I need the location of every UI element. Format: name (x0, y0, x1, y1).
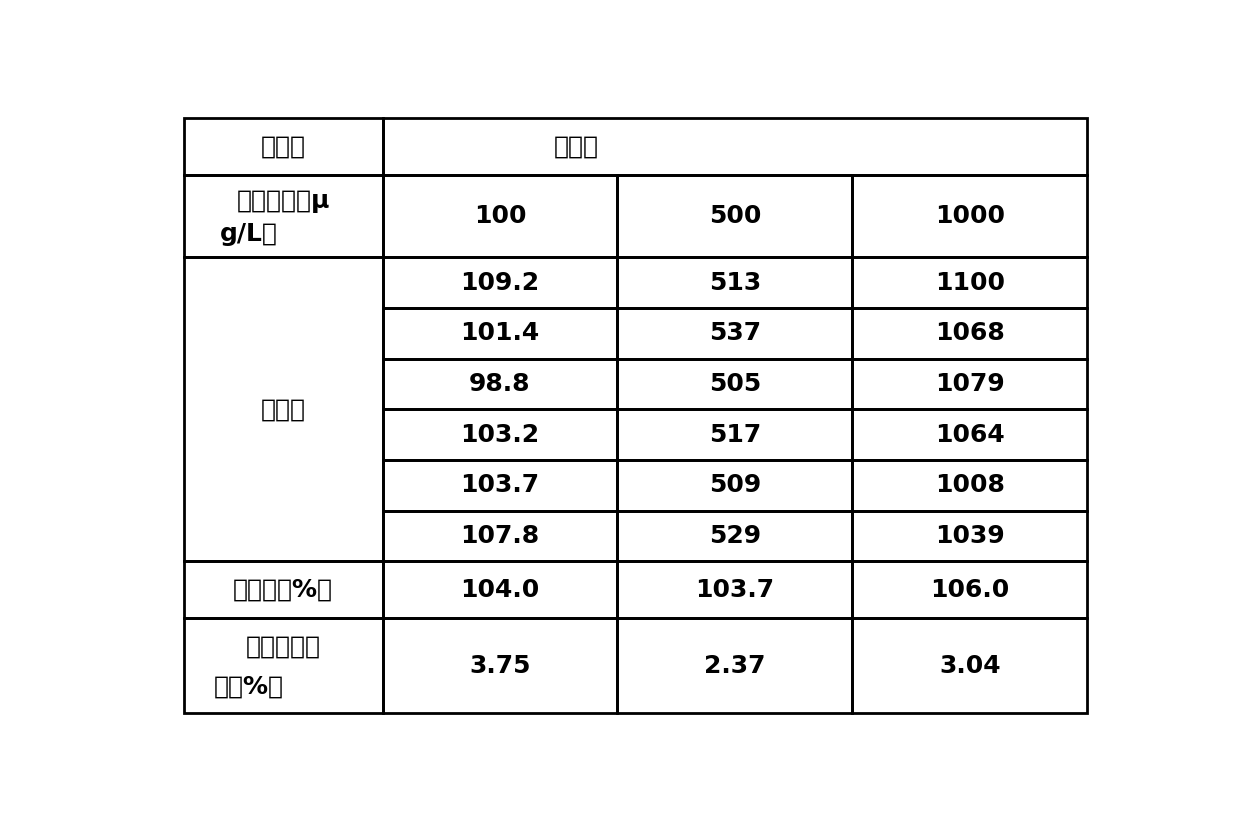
Bar (383, 618, 618, 714)
Bar (383, 510, 618, 561)
Text: 2.37: 2.37 (704, 654, 765, 678)
Bar (618, 174, 852, 258)
Bar (618, 561, 852, 618)
Text: 3.75: 3.75 (469, 654, 531, 678)
Text: 正庚烷: 正庚烷 (554, 134, 599, 158)
Text: 103.2: 103.2 (460, 423, 539, 447)
Text: 109.2: 109.2 (460, 271, 539, 295)
Bar (383, 359, 618, 409)
Text: 509: 509 (709, 473, 761, 497)
Text: 101.4: 101.4 (460, 321, 539, 345)
Bar (852, 561, 1087, 618)
Bar (618, 258, 852, 308)
Text: 505: 505 (709, 372, 761, 396)
Text: 1008: 1008 (935, 473, 1004, 497)
Bar (383, 174, 618, 258)
Bar (618, 510, 852, 561)
Bar (852, 460, 1087, 510)
Text: 103.7: 103.7 (696, 578, 775, 602)
Text: 513: 513 (709, 271, 761, 295)
Text: 3.04: 3.04 (939, 654, 1001, 678)
Text: 517: 517 (709, 423, 761, 447)
Bar (852, 510, 1087, 561)
Text: 104.0: 104.0 (460, 578, 539, 602)
Text: 1068: 1068 (935, 321, 1004, 345)
Text: 537: 537 (709, 321, 761, 345)
Text: 1039: 1039 (935, 524, 1004, 548)
Bar (618, 409, 852, 460)
Bar (184, 618, 383, 714)
Text: 107.8: 107.8 (460, 524, 539, 548)
Text: 103.7: 103.7 (460, 473, 539, 497)
Text: 529: 529 (709, 524, 761, 548)
Bar (383, 561, 618, 618)
Text: 测定值: 测定值 (260, 398, 306, 421)
Bar (184, 258, 383, 561)
Text: 106.0: 106.0 (930, 578, 1009, 602)
Bar (184, 561, 383, 618)
Bar (618, 359, 852, 409)
Bar (852, 258, 1087, 308)
Bar (383, 308, 618, 359)
Bar (852, 308, 1087, 359)
Bar (383, 258, 618, 308)
Text: 回收率（%）: 回收率（%） (233, 578, 334, 602)
Text: 1079: 1079 (935, 372, 1004, 396)
Bar (383, 460, 618, 510)
Text: 差（%）: 差（%） (213, 675, 284, 699)
Bar (184, 118, 383, 174)
Bar (618, 308, 852, 359)
Text: 500: 500 (709, 204, 761, 228)
Text: g/L）: g/L） (219, 222, 278, 246)
Text: 1000: 1000 (935, 204, 1004, 228)
Bar (383, 118, 1087, 174)
Text: 100: 100 (474, 204, 526, 228)
Text: 98.8: 98.8 (469, 372, 531, 396)
Bar (852, 409, 1087, 460)
Text: 1064: 1064 (935, 423, 1004, 447)
Bar (852, 174, 1087, 258)
Text: 模拟物: 模拟物 (260, 134, 306, 158)
Text: 相对标准偏: 相对标准偏 (246, 635, 321, 659)
Text: 1100: 1100 (935, 271, 1004, 295)
Bar (184, 174, 383, 258)
Text: 添加浓度（μ: 添加浓度（μ (237, 189, 330, 213)
Bar (852, 359, 1087, 409)
Bar (618, 460, 852, 510)
Bar (618, 618, 852, 714)
Bar (852, 618, 1087, 714)
Bar (383, 409, 618, 460)
